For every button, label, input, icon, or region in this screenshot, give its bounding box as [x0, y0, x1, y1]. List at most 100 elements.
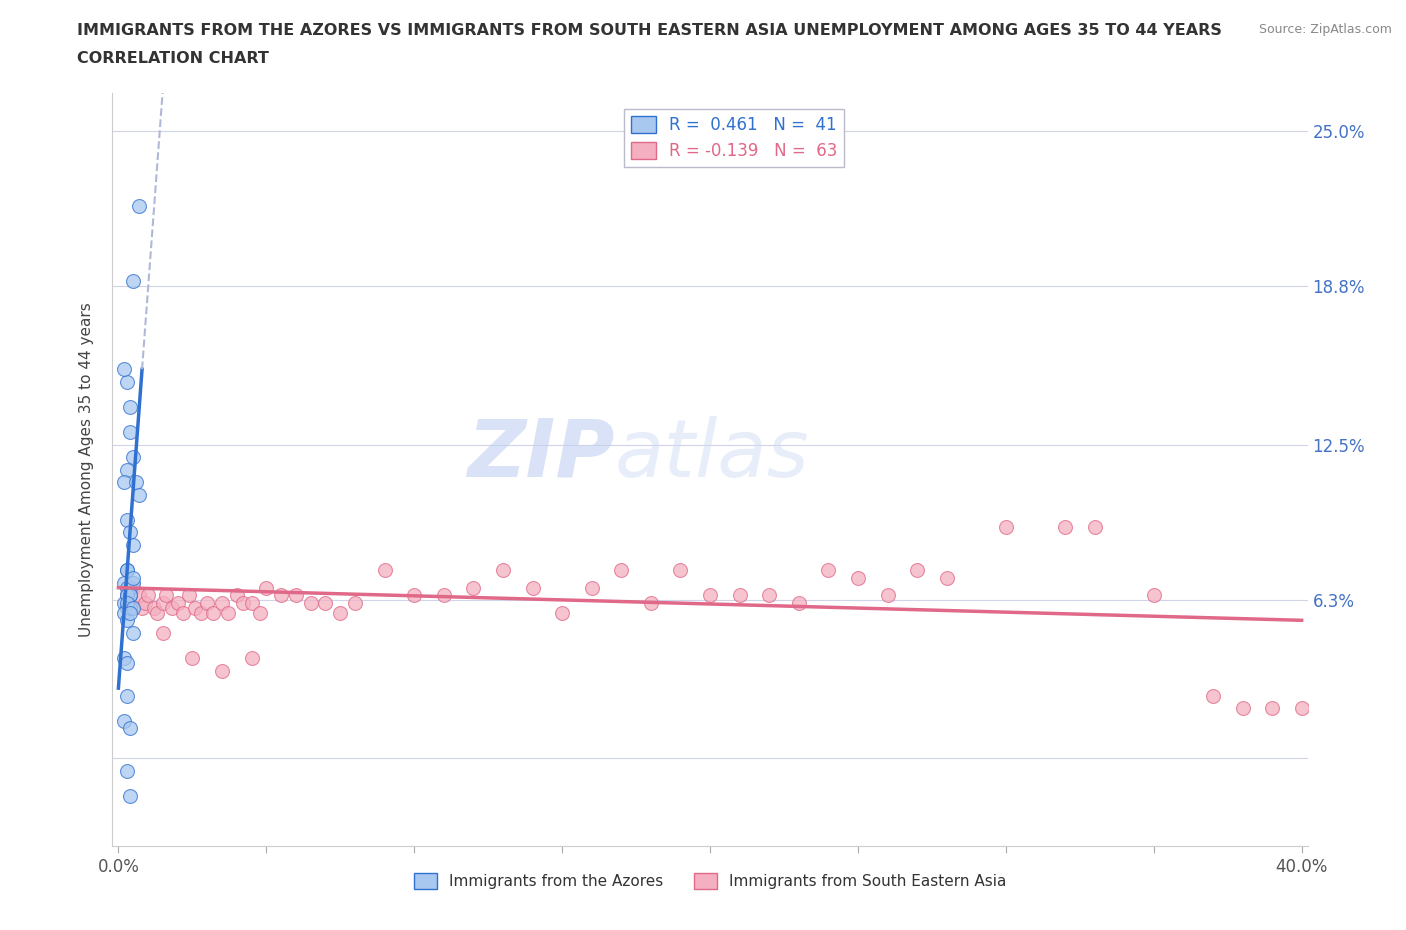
Point [120, 605, 142, 620]
Point [128, 199, 150, 214]
Point [284, 588, 307, 603]
Point [122, 601, 145, 616]
Text: IMMIGRANTS FROM THE AZORES VS IMMIGRANTS FROM SOUTH EASTERN ASIA UNEMPLOYMENT AM: IMMIGRANTS FROM THE AZORES VS IMMIGRANTS… [77, 23, 1222, 38]
Point [211, 595, 233, 610]
Point [1202, 688, 1225, 703]
Point [120, 601, 142, 616]
Point [181, 651, 204, 666]
Point [249, 605, 271, 620]
Point [146, 605, 169, 620]
Point [117, 563, 139, 578]
Point [117, 595, 139, 610]
Point [240, 651, 263, 666]
Point [240, 595, 263, 610]
Point [112, 475, 135, 490]
Point [905, 563, 928, 578]
Point [211, 663, 233, 678]
Point [122, 274, 145, 289]
Point [117, 563, 139, 578]
Point [117, 512, 139, 527]
Point [1053, 520, 1076, 535]
Point [610, 563, 633, 578]
Point [120, 588, 142, 603]
Point [1291, 701, 1313, 716]
Point [120, 400, 142, 415]
Point [112, 651, 135, 666]
Point [522, 580, 544, 595]
Point [128, 487, 150, 502]
Point [1261, 701, 1284, 716]
Point [112, 713, 135, 728]
Point [184, 601, 207, 616]
Point [117, 688, 139, 703]
Point [551, 605, 574, 620]
Point [120, 525, 142, 539]
Point [152, 595, 174, 610]
Point [122, 580, 145, 595]
Point [125, 475, 148, 490]
Point [120, 721, 142, 736]
Point [117, 462, 139, 477]
Point [122, 575, 145, 591]
Text: atlas: atlas [614, 416, 810, 494]
Point [172, 605, 194, 620]
Text: Source: ZipAtlas.com: Source: ZipAtlas.com [1258, 23, 1392, 36]
Point [122, 570, 145, 585]
Point [195, 595, 218, 610]
Point [142, 601, 165, 616]
Text: CORRELATION CHART: CORRELATION CHART [77, 51, 269, 66]
Point [134, 595, 156, 610]
Point [117, 588, 139, 603]
Point [120, 424, 142, 440]
Point [314, 595, 336, 610]
Point [225, 588, 247, 603]
Point [122, 450, 145, 465]
Point [112, 362, 135, 377]
Point [492, 563, 515, 578]
Point [640, 595, 662, 610]
Point [117, 375, 139, 390]
Text: ZIP: ZIP [467, 416, 614, 494]
Point [1232, 701, 1254, 716]
Point [669, 563, 692, 578]
Point [1084, 520, 1107, 535]
Point [935, 570, 957, 585]
Point [122, 538, 145, 552]
Point [117, 613, 139, 628]
Point [581, 580, 603, 595]
Point [117, 588, 139, 603]
Point [254, 580, 277, 595]
Point [846, 570, 869, 585]
Point [217, 605, 239, 620]
Point [728, 588, 751, 603]
Point [120, 789, 142, 804]
Point [270, 588, 292, 603]
Point [1143, 588, 1166, 603]
Legend: Immigrants from the Azores, Immigrants from South Eastern Asia: Immigrants from the Azores, Immigrants f… [408, 867, 1012, 896]
Point [299, 595, 322, 610]
Point [433, 588, 456, 603]
Point [120, 588, 142, 603]
Point [374, 563, 396, 578]
Point [112, 605, 135, 620]
Point [117, 580, 139, 595]
Point [117, 588, 139, 603]
Point [160, 601, 183, 616]
Point [122, 626, 145, 641]
Point [699, 588, 721, 603]
Point [329, 605, 352, 620]
Point [112, 575, 135, 591]
Point [344, 595, 367, 610]
Point [128, 588, 150, 603]
Point [232, 595, 254, 610]
Point [190, 605, 212, 620]
Point [817, 563, 839, 578]
Point [120, 580, 142, 595]
Point [117, 656, 139, 671]
Point [131, 601, 153, 616]
Point [787, 595, 810, 610]
Point [166, 595, 188, 610]
Point [136, 588, 159, 603]
Point [994, 520, 1017, 535]
Y-axis label: Unemployment Among Ages 35 to 44 years: Unemployment Among Ages 35 to 44 years [79, 302, 94, 637]
